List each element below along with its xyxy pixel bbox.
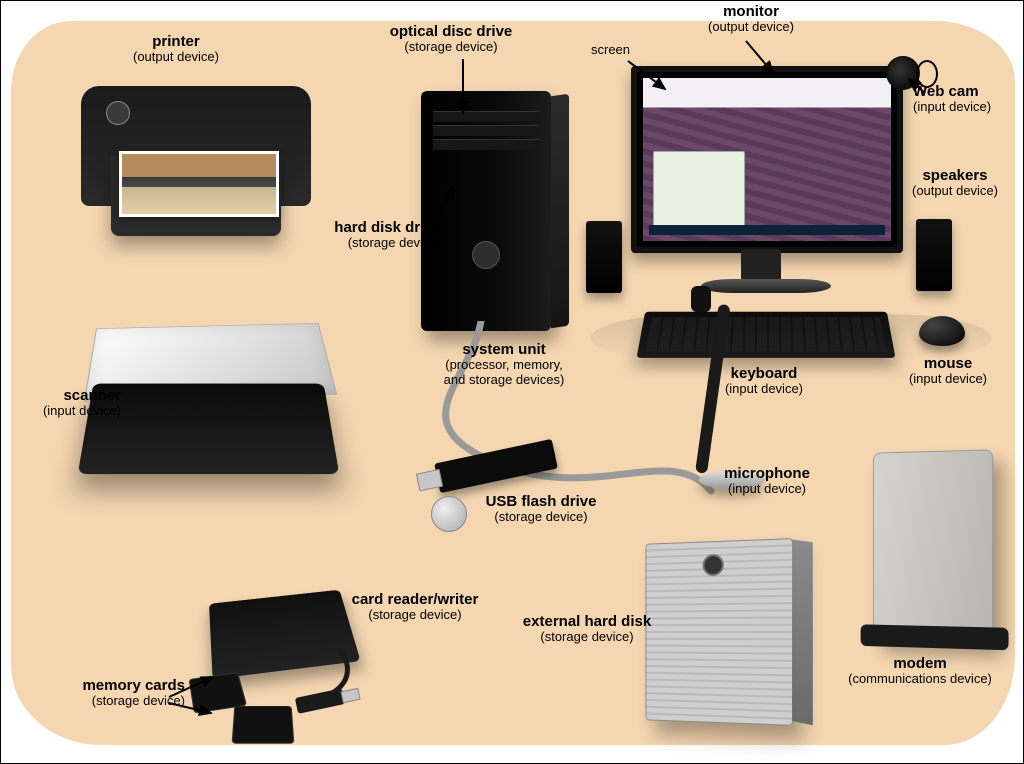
keyboard-title: keyboard <box>709 365 819 382</box>
usb-title: USB flash drive <box>471 493 611 510</box>
printer-label: printer (output device) <box>121 33 231 65</box>
optical-label: optical disc drive (storage device) <box>371 23 531 55</box>
system-unit-device <box>421 91 551 331</box>
memcards-sub: (storage device) <box>55 694 185 709</box>
speakers-sub: (output device) <box>895 184 1015 199</box>
external-hdd-device <box>645 538 793 726</box>
optical-title: optical disc drive <box>371 23 531 40</box>
scanner-sub: (input device) <box>21 404 121 419</box>
modem-sub: (communications device) <box>825 672 1015 687</box>
optical-drive-bay <box>433 111 539 122</box>
modem-label: modem (communications device) <box>825 655 1015 687</box>
mouse-label: mouse (input device) <box>893 355 1003 387</box>
speakers-label: speakers (output device) <box>895 167 1015 199</box>
printer-title: printer <box>121 33 231 50</box>
speaker-right <box>916 219 952 291</box>
keyboard-sub: (input device) <box>709 382 819 397</box>
drive-bay-2 <box>433 125 539 136</box>
speakers-title: speakers <box>895 167 1015 184</box>
cardreader-label: card reader/writer (storage device) <box>335 591 495 623</box>
monitor-screen-content <box>643 78 891 241</box>
monitor-base <box>701 279 831 293</box>
system-sub: (processor, memory, and storage devices) <box>419 358 589 388</box>
screen-label: screen <box>591 43 651 58</box>
screen-title: screen <box>591 43 651 58</box>
modem-device <box>873 449 993 644</box>
drive-bay-3 <box>433 139 539 150</box>
usb-label: USB flash drive (storage device) <box>471 493 611 525</box>
infographic-canvas: printer (output device) optical disc dri… <box>0 0 1024 764</box>
speaker-left <box>586 221 622 293</box>
printer-sub: (output device) <box>121 50 231 65</box>
cardreader-title: card reader/writer <box>335 591 495 608</box>
keyboard-label: keyboard (input device) <box>709 365 819 397</box>
usb-sub: (storage device) <box>471 510 611 525</box>
mouse-sub: (input device) <box>893 372 1003 387</box>
keyboard-device <box>637 312 896 358</box>
exthdd-sub: (storage device) <box>507 630 667 645</box>
exthdd-label: external hard disk (storage device) <box>507 613 667 645</box>
microphone-sub: (input device) <box>707 482 827 497</box>
hdd-sub: (storage device) <box>301 236 441 251</box>
printer-logo-icon <box>106 101 130 125</box>
webcam-sub: (input device) <box>913 100 1023 115</box>
scale-coin-icon <box>431 496 467 532</box>
exthdd-title: external hard disk <box>507 613 667 630</box>
memory-card-2 <box>232 706 295 744</box>
memcards-label: memory cards (storage device) <box>55 677 185 709</box>
optical-sub: (storage device) <box>371 40 531 55</box>
mouse-title: mouse <box>893 355 1003 372</box>
external-hdd-button-icon <box>703 554 724 577</box>
printer-photo-output <box>119 151 279 217</box>
tower-logo-icon <box>472 241 500 269</box>
scanner-label: scanner (input device) <box>21 387 121 419</box>
monitor-label: monitor (output device) <box>696 3 806 35</box>
mouse-device <box>919 316 965 346</box>
scanner-title: scanner <box>21 387 121 404</box>
monitor-title: monitor <box>696 3 806 20</box>
hdd-label: hard disk drive (storage device) <box>301 219 441 251</box>
cardreader-sub: (storage device) <box>335 608 495 623</box>
system-title: system unit <box>419 341 589 358</box>
hdd-title: hard disk drive <box>301 219 441 236</box>
microphone-head <box>691 286 711 312</box>
webcam-label: Web cam (input device) <box>913 83 1023 115</box>
start-menu-icon <box>653 151 745 233</box>
taskbar <box>649 225 885 235</box>
microphone-label: microphone (input device) <box>707 465 827 497</box>
modem-title: modem <box>825 655 1015 672</box>
system-label: system unit (processor, memory, and stor… <box>419 341 589 388</box>
microphone-title: microphone <box>707 465 827 482</box>
webcam-title: Web cam <box>913 83 1023 100</box>
monitor-device <box>631 66 903 253</box>
monitor-sub: (output device) <box>696 20 806 35</box>
memcards-title: memory cards <box>55 677 185 694</box>
